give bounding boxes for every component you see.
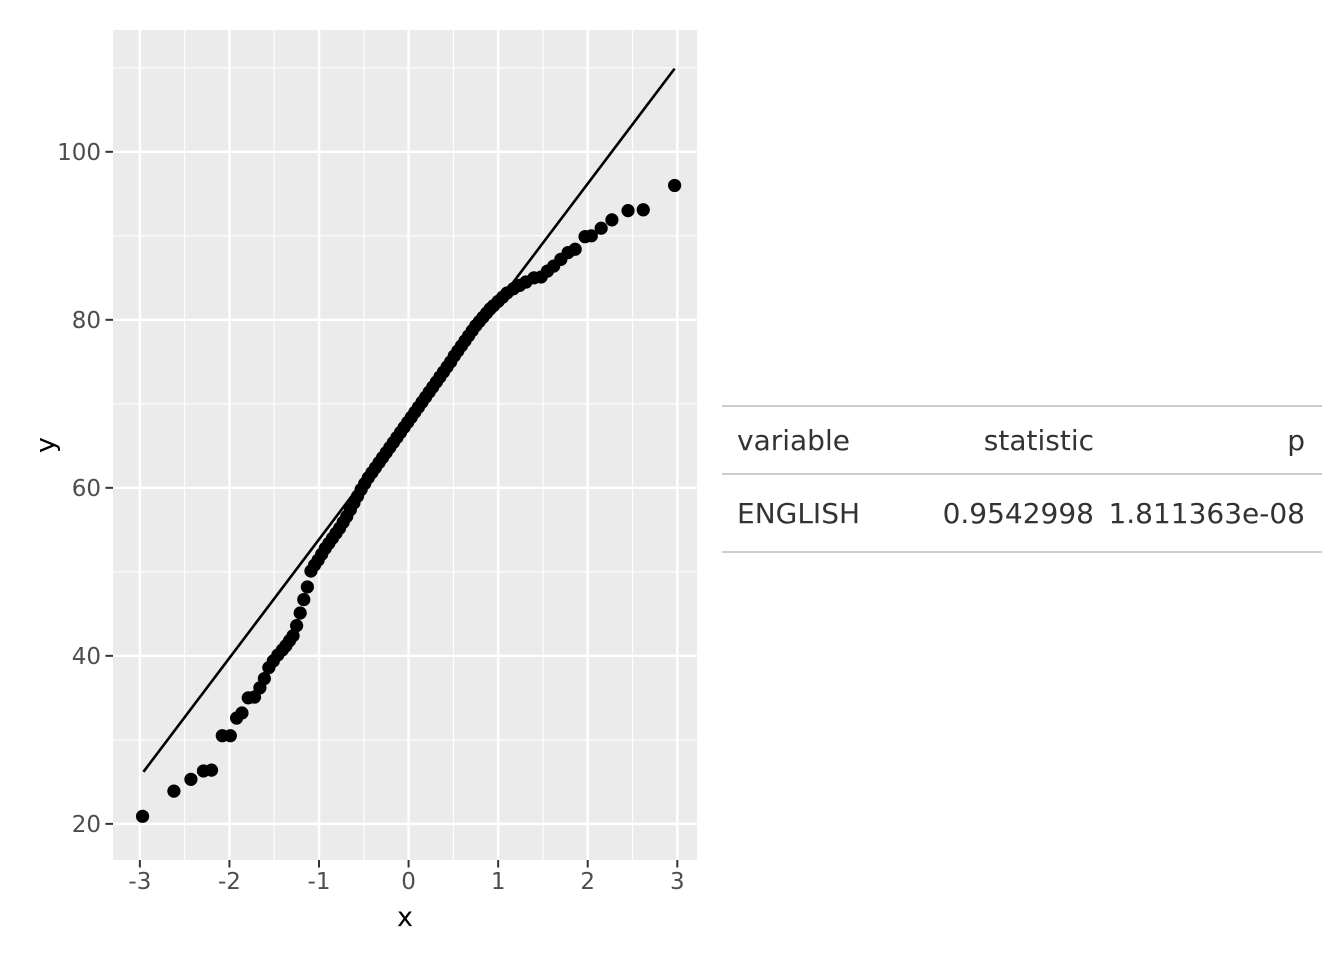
qq-point [594,221,608,235]
col-header-p: p [1287,423,1305,457]
qq-point [568,242,582,256]
x-tick-label: 1 [491,869,506,895]
y-tick-label: 20 [72,812,101,838]
cell-statistic: 0.9542998 [942,496,1094,530]
x-tick-label: 2 [580,869,595,895]
cell-p: 1.811363e-08 [1108,496,1305,530]
x-tick-label: -3 [128,869,151,895]
table-row: ENGLISH 0.9542998 1.811363e-08 [722,474,1322,552]
qq-point [297,592,311,607]
y-tick-label: 40 [72,644,101,670]
cell-variable: ENGLISH [737,496,861,530]
qq-point [257,671,271,686]
x-tick-label: -2 [218,869,241,895]
y-tick-label: 80 [72,308,101,334]
qq-point [300,580,314,594]
qq-point [286,629,300,643]
qq-point [204,763,219,777]
qq-point [605,213,619,227]
qq-point [235,706,249,720]
qq-point [290,619,304,633]
y-tick-label: 60 [72,476,101,502]
table-body: ENGLISH 0.9542998 1.811363e-08 [722,474,1322,552]
qq-point [584,229,598,243]
qq-point [167,784,181,798]
shapiro-test-table: variable statistic p ENGLISH 0.9542998 1… [722,405,1322,553]
x-tick-label: 3 [670,869,685,895]
qq-point [668,178,682,193]
qq-point [621,204,635,218]
qq-point [184,772,198,786]
x-tick-label: 0 [401,869,416,895]
table-header: variable statistic p [722,406,1322,474]
col-header-statistic: statistic [983,423,1094,457]
qq-point [223,729,237,743]
y-tick-label: 100 [57,140,101,166]
qq-point [135,809,150,823]
col-header-variable: variable [737,423,850,457]
y-axis-title: y [30,437,61,453]
qq-point [636,203,650,217]
qq-point [293,606,307,620]
table-header-row: variable statistic p [722,406,1322,474]
qq-plot: -3 -2 -1 0 1 2 3 20 40 60 80 100 x y [30,30,697,933]
x-tick-label: -1 [308,869,331,895]
x-axis-title: x [397,902,413,933]
stats-table: variable statistic p ENGLISH 0.9542998 1… [722,405,1322,553]
